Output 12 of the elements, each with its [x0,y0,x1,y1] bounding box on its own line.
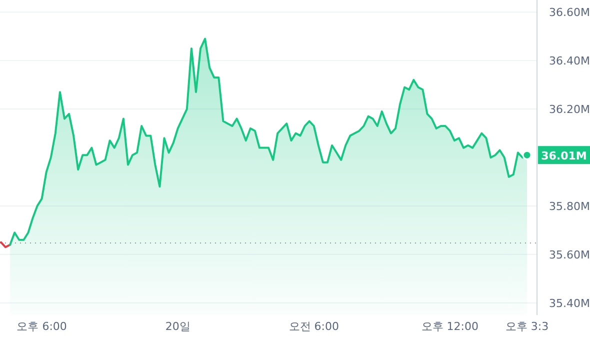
text: 36.01M [541,150,587,163]
y-tick-label: 36.20M [549,103,590,116]
y-tick-label: 35.60M [549,248,590,262]
x-tick-label: 오전 6:00 [288,320,339,333]
x-tick-label: 오후 3:3 [505,320,549,333]
y-tick-label: 35.40M [549,296,590,310]
x-tick-label: 20일 [165,320,190,333]
x-tick-label: 오후 6:00 [16,320,67,333]
y-tick-label: 35.80M [549,200,590,213]
x-tick-label: 오후 12:00 [421,320,479,333]
y-tick-label: 36.40M [549,54,590,68]
y-tick-label: 36.60M [549,6,590,20]
